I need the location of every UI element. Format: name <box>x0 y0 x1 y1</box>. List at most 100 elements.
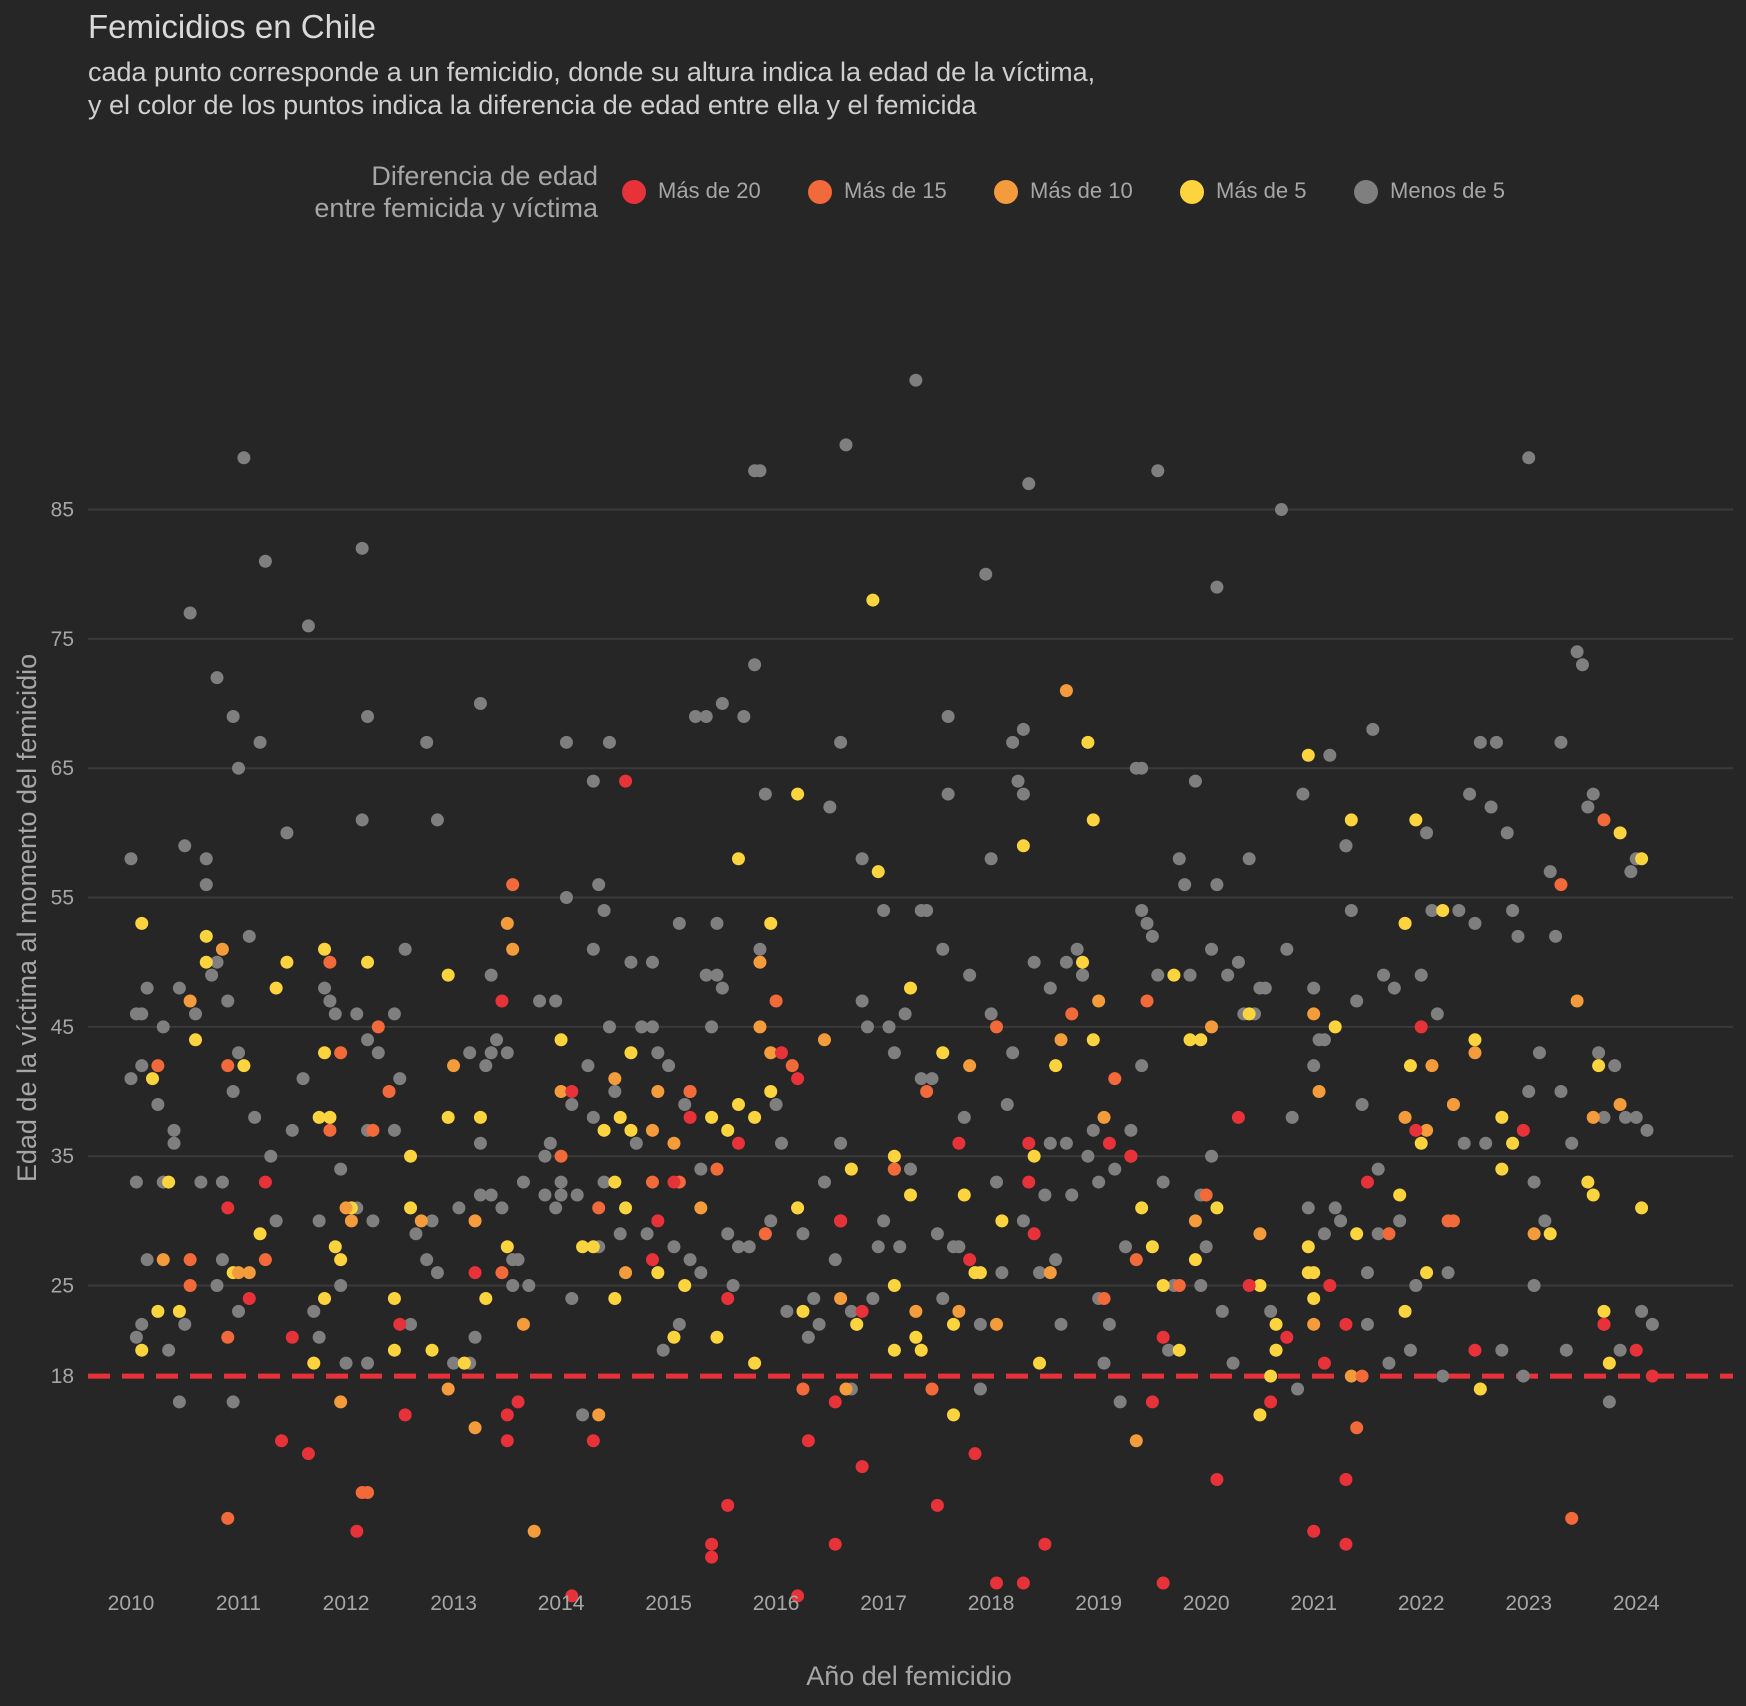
data-point <box>129 1175 143 1189</box>
data-point <box>887 1279 901 1293</box>
data-point <box>473 1136 487 1150</box>
data-point <box>312 1110 326 1124</box>
data-point <box>1108 1162 1122 1176</box>
data-point <box>1586 1188 1600 1202</box>
data-point <box>172 981 186 995</box>
data-point <box>694 1266 708 1280</box>
data-point <box>1291 1382 1305 1396</box>
data-point <box>280 826 294 840</box>
data-point <box>645 1253 659 1267</box>
data-point <box>533 994 547 1008</box>
data-point <box>866 593 880 607</box>
data-point <box>1038 1537 1052 1551</box>
data-point <box>828 1395 842 1409</box>
legend-title-line-2: entre femicida y víctima <box>314 193 598 223</box>
data-point <box>1543 865 1557 879</box>
data-point <box>387 1123 401 1137</box>
data-point <box>559 735 573 749</box>
data-point <box>936 942 950 956</box>
data-point <box>1205 1020 1219 1034</box>
data-point <box>334 1395 348 1409</box>
data-point <box>1398 1304 1412 1318</box>
data-point <box>1409 1279 1423 1293</box>
data-point <box>699 709 713 723</box>
data-point <box>156 1253 170 1267</box>
data-point <box>1307 1059 1321 1073</box>
data-point <box>1307 1266 1321 1280</box>
data-point <box>334 1162 348 1176</box>
data-point <box>1473 735 1487 749</box>
data-point <box>1280 1330 1294 1344</box>
data-point <box>167 1123 181 1137</box>
x-tick-label: 2010 <box>108 1592 155 1615</box>
data-point <box>952 1240 966 1254</box>
data-point <box>1618 1110 1632 1124</box>
data-point <box>1527 1279 1541 1293</box>
data-point <box>1629 1110 1643 1124</box>
data-point <box>1495 1343 1509 1357</box>
data-point <box>1285 1110 1299 1124</box>
legend-label-menos-de-5: Menos de 5 <box>1390 178 1505 203</box>
data-point <box>221 1059 235 1073</box>
data-point <box>710 1330 724 1344</box>
data-point <box>511 1395 525 1409</box>
data-point <box>930 1227 944 1241</box>
data-point <box>1264 1304 1278 1318</box>
data-point <box>576 1408 590 1422</box>
data-point <box>1425 903 1439 917</box>
data-point <box>834 735 848 749</box>
data-point <box>1108 1072 1122 1086</box>
data-point <box>645 1175 659 1189</box>
data-point <box>1339 1473 1353 1487</box>
data-point <box>855 1304 869 1318</box>
data-point <box>1613 1343 1627 1357</box>
data-point <box>904 1162 917 1176</box>
data-point <box>925 1072 939 1086</box>
data-point <box>576 1240 590 1254</box>
data-point <box>947 1408 961 1422</box>
y-tick-label: 65 <box>51 757 74 780</box>
data-point <box>237 451 251 465</box>
series-mas-de-10 <box>156 684 1627 1538</box>
data-point <box>1312 1085 1326 1099</box>
data-point <box>172 1304 186 1318</box>
legend-label-mas-de-5: Más de 5 <box>1216 178 1307 203</box>
data-point <box>1355 1369 1369 1383</box>
data-point <box>280 955 294 969</box>
data-point <box>312 1214 326 1228</box>
data-point <box>731 852 745 866</box>
data-point <box>1570 994 1584 1008</box>
data-point <box>1360 1266 1374 1280</box>
data-point <box>1484 800 1498 814</box>
data-point <box>1398 1110 1412 1124</box>
data-point <box>1102 1136 1116 1150</box>
data-point <box>387 1291 401 1305</box>
data-point <box>323 955 337 969</box>
data-point <box>624 955 638 969</box>
data-point <box>1027 1227 1041 1241</box>
data-point <box>538 1149 552 1163</box>
data-point <box>925 1382 939 1396</box>
legend-title-line-1: Diferencia de edad <box>371 161 598 191</box>
data-point <box>1436 1369 1450 1383</box>
data-point <box>1516 1369 1530 1383</box>
data-point <box>1081 735 1095 749</box>
data-point <box>893 1240 907 1254</box>
data-point <box>887 1162 901 1176</box>
data-point <box>140 1253 154 1267</box>
data-point <box>844 1162 858 1176</box>
data-point <box>1210 1473 1224 1487</box>
data-point <box>1172 1279 1186 1293</box>
data-point <box>608 1085 622 1099</box>
data-point <box>1135 903 1149 917</box>
data-point <box>366 1123 380 1137</box>
data-point <box>301 1447 315 1461</box>
data-point <box>146 1072 160 1086</box>
data-point <box>328 1240 342 1254</box>
data-point <box>221 1330 235 1344</box>
data-point <box>1156 1330 1170 1344</box>
data-point <box>979 567 993 581</box>
data-point <box>801 1330 815 1344</box>
data-point <box>914 1072 928 1086</box>
data-point <box>1473 1382 1487 1396</box>
